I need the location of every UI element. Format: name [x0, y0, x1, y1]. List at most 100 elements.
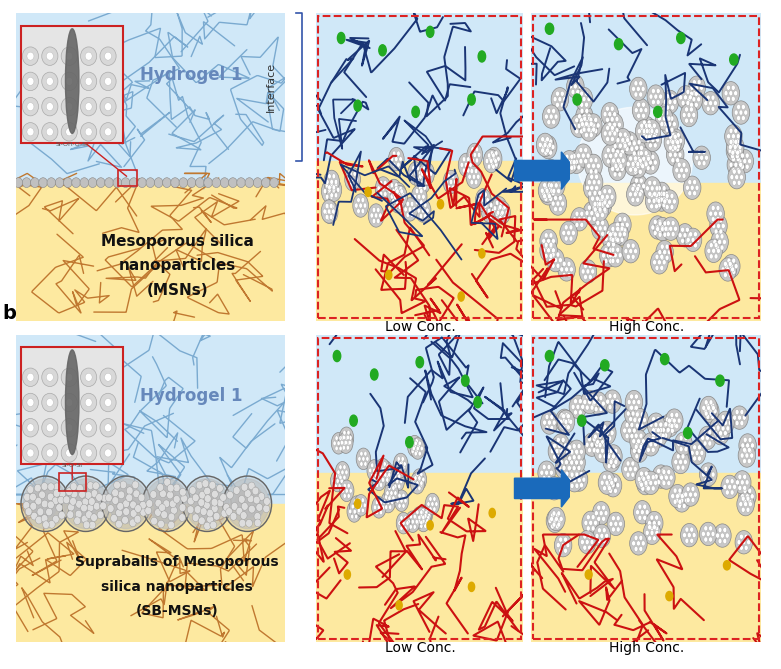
Circle shape: [187, 178, 196, 187]
Circle shape: [485, 214, 489, 219]
Circle shape: [386, 270, 392, 280]
Circle shape: [551, 524, 555, 529]
Circle shape: [668, 250, 672, 255]
Circle shape: [333, 351, 341, 361]
Circle shape: [556, 543, 560, 548]
Circle shape: [563, 97, 567, 102]
Circle shape: [28, 484, 62, 523]
Circle shape: [632, 399, 636, 405]
Circle shape: [657, 427, 660, 433]
Circle shape: [675, 498, 679, 503]
Circle shape: [554, 258, 558, 263]
Circle shape: [638, 192, 642, 197]
Circle shape: [543, 105, 560, 128]
Circle shape: [716, 217, 720, 221]
Ellipse shape: [66, 350, 79, 454]
Circle shape: [68, 503, 74, 511]
Circle shape: [585, 211, 589, 215]
Circle shape: [684, 228, 702, 252]
Circle shape: [679, 168, 683, 173]
Circle shape: [41, 419, 58, 437]
Circle shape: [601, 401, 605, 406]
Circle shape: [494, 151, 498, 156]
Circle shape: [594, 194, 612, 217]
Circle shape: [560, 413, 564, 418]
Circle shape: [413, 444, 416, 448]
Circle shape: [425, 179, 429, 185]
Circle shape: [647, 436, 651, 442]
Circle shape: [695, 185, 699, 190]
Circle shape: [671, 158, 675, 163]
Circle shape: [410, 201, 414, 207]
Circle shape: [711, 106, 715, 111]
Circle shape: [735, 531, 753, 554]
Circle shape: [637, 151, 641, 156]
Circle shape: [355, 177, 358, 182]
Circle shape: [622, 144, 626, 149]
Circle shape: [382, 478, 385, 482]
Circle shape: [415, 171, 430, 194]
Circle shape: [397, 470, 400, 475]
Circle shape: [598, 209, 602, 213]
Circle shape: [555, 91, 559, 96]
Circle shape: [727, 258, 731, 263]
Circle shape: [490, 214, 493, 219]
Circle shape: [380, 472, 383, 477]
Circle shape: [236, 507, 243, 515]
Circle shape: [605, 117, 609, 122]
Circle shape: [341, 436, 344, 440]
Circle shape: [740, 421, 744, 425]
Circle shape: [610, 117, 614, 122]
Circle shape: [625, 147, 629, 152]
Circle shape: [594, 407, 598, 411]
Circle shape: [575, 211, 579, 216]
Circle shape: [81, 515, 88, 523]
Circle shape: [684, 492, 687, 497]
Circle shape: [421, 520, 424, 525]
Circle shape: [371, 463, 374, 468]
Circle shape: [582, 477, 586, 482]
Circle shape: [419, 482, 423, 487]
Circle shape: [654, 526, 658, 531]
Circle shape: [66, 52, 73, 60]
Circle shape: [556, 201, 560, 206]
Circle shape: [498, 205, 502, 209]
Circle shape: [105, 78, 112, 86]
Circle shape: [199, 491, 205, 499]
Circle shape: [721, 533, 724, 538]
Circle shape: [562, 160, 566, 165]
Circle shape: [185, 479, 229, 529]
Circle shape: [583, 147, 587, 153]
Circle shape: [575, 460, 579, 465]
Circle shape: [560, 471, 564, 476]
Circle shape: [713, 409, 717, 413]
Circle shape: [641, 486, 645, 491]
Circle shape: [729, 139, 733, 145]
Circle shape: [401, 456, 405, 461]
Circle shape: [476, 189, 491, 212]
Circle shape: [644, 471, 648, 476]
Circle shape: [641, 475, 645, 480]
Circle shape: [426, 26, 434, 37]
Circle shape: [200, 508, 207, 516]
Circle shape: [449, 179, 453, 185]
Circle shape: [663, 100, 667, 104]
Circle shape: [572, 165, 576, 170]
Circle shape: [677, 492, 681, 498]
Circle shape: [608, 393, 612, 399]
Circle shape: [604, 248, 608, 252]
Circle shape: [656, 240, 673, 264]
Circle shape: [105, 52, 112, 60]
Circle shape: [722, 240, 726, 245]
Circle shape: [168, 521, 175, 529]
Circle shape: [543, 420, 547, 425]
Circle shape: [677, 418, 681, 423]
Circle shape: [688, 191, 692, 196]
Circle shape: [388, 147, 404, 171]
Circle shape: [601, 448, 604, 454]
Circle shape: [687, 97, 691, 102]
Circle shape: [576, 88, 593, 111]
Circle shape: [494, 159, 497, 164]
Circle shape: [664, 474, 668, 479]
Circle shape: [585, 154, 602, 177]
